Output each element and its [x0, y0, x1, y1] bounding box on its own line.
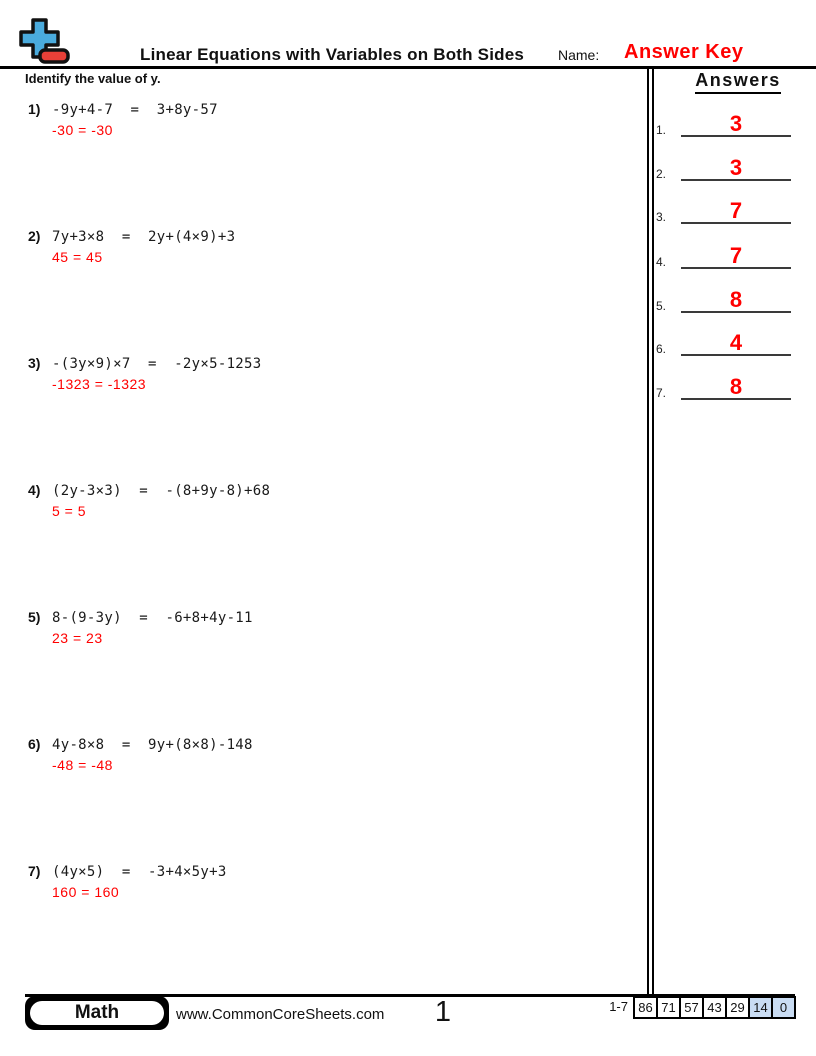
- score-strip: 86 71 57 43 29 14 0: [633, 996, 796, 1019]
- score-range-label: 1-7: [609, 999, 628, 1014]
- name-label: Name:: [558, 47, 600, 63]
- answer-value: 7: [729, 198, 743, 223]
- answer-row-4: 4. 7: [656, 235, 791, 269]
- subject-label: Math: [30, 1001, 164, 1025]
- problem-4: 4) (2y-3×3) = -(8+9y-8)+68 5 = 5: [28, 482, 270, 519]
- plus-minus-logo-icon: [15, 17, 75, 67]
- subject-badge: Math: [25, 996, 169, 1030]
- problem-check: 160 = 160: [52, 884, 120, 900]
- answer-value: 8: [729, 374, 743, 399]
- score-cell-highlighted: 14: [748, 996, 773, 1019]
- answer-row-6: 6. 4: [656, 322, 791, 356]
- problem-number: 2): [28, 228, 41, 244]
- problem-2: 2) 7y+3×8 = 2y+(4×9)+3 45 = 45: [28, 228, 235, 265]
- answer-value: 3: [729, 111, 743, 136]
- problem-3: 3) -(3y×9)×7 = -2y×5-1253 -1323 = -1323: [28, 355, 262, 392]
- answers-column-divider: [647, 69, 654, 995]
- answer-number: 3.: [656, 210, 667, 224]
- problem-equation: (2y-3×3) = -(8+9y-8)+68: [52, 483, 271, 499]
- problem-number: 7): [28, 863, 41, 879]
- problem-equation: 4y-8×8 = 9y+(8×8)-148: [52, 737, 253, 753]
- problem-number: 1): [28, 101, 41, 117]
- score-cell-highlighted: 0: [771, 996, 796, 1019]
- problem-1: 1) -9y+4-7 = 3+8y-57 -30 = -30: [28, 101, 218, 138]
- answer-number: 6.: [656, 342, 667, 356]
- answer-value: 3: [729, 155, 743, 180]
- answer-number: 7.: [656, 386, 667, 400]
- score-cell: 29: [725, 996, 750, 1019]
- answer-number: 5.: [656, 299, 667, 313]
- problem-equation: (4y×5) = -3+4×5y+3: [52, 864, 227, 880]
- answer-row-5: 5. 8: [656, 279, 791, 313]
- answers-heading-text: Answers: [695, 70, 781, 94]
- answers-heading: Answers: [668, 70, 808, 94]
- problem-7: 7) (4y×5) = -3+4×5y+3 160 = 160: [28, 863, 227, 900]
- answer-value: 8: [729, 287, 743, 312]
- instruction-text: Identify the value of y.: [25, 71, 161, 86]
- problem-check: 5 = 5: [52, 503, 87, 519]
- answer-row-7: 7. 8: [656, 366, 791, 400]
- problem-equation: -9y+4-7 = 3+8y-57: [52, 102, 218, 118]
- problem-number: 6): [28, 736, 41, 752]
- header-divider: [0, 66, 816, 69]
- answer-number: 2.: [656, 167, 667, 181]
- answer-value: 7: [729, 243, 743, 268]
- problem-check: -1323 = -1323: [52, 376, 147, 392]
- answer-value: 4: [729, 330, 743, 355]
- answer-number: 1.: [656, 123, 667, 137]
- answer-row-2: 2. 3: [656, 147, 791, 181]
- website-url: www.CommonCoreSheets.com: [176, 1006, 385, 1023]
- problem-equation: -(3y×9)×7 = -2y×5-1253: [52, 356, 262, 372]
- problem-check: 23 = 23: [52, 630, 103, 646]
- problem-equation: 8-(9-3y) = -6+8+4y-11: [52, 610, 253, 626]
- page-number: 1: [434, 996, 452, 1028]
- problem-number: 4): [28, 482, 41, 498]
- problem-equation: 7y+3×8 = 2y+(4×9)+3: [52, 229, 236, 245]
- name-value-answer-key: Answer Key: [624, 41, 744, 63]
- problem-check: -48 = -48: [52, 757, 113, 773]
- score-cell: 71: [656, 996, 681, 1019]
- problem-5: 5) 8-(9-3y) = -6+8+4y-11 23 = 23: [28, 609, 253, 646]
- problem-number: 5): [28, 609, 41, 625]
- footer-divider: [25, 994, 795, 997]
- score-cell: 86: [633, 996, 658, 1019]
- problem-6: 6) 4y-8×8 = 9y+(8×8)-148 -48 = -48: [28, 736, 253, 773]
- score-cell: 57: [679, 996, 704, 1019]
- answer-row-3: 3. 7: [656, 190, 791, 224]
- problem-check: 45 = 45: [52, 249, 103, 265]
- problem-number: 3): [28, 355, 41, 371]
- answer-number: 4.: [656, 255, 667, 269]
- worksheet-title: Linear Equations with Variables on Both …: [140, 45, 525, 64]
- answer-row-1: 1. 3: [656, 103, 791, 137]
- score-cell: 43: [702, 996, 727, 1019]
- problem-check: -30 = -30: [52, 122, 113, 138]
